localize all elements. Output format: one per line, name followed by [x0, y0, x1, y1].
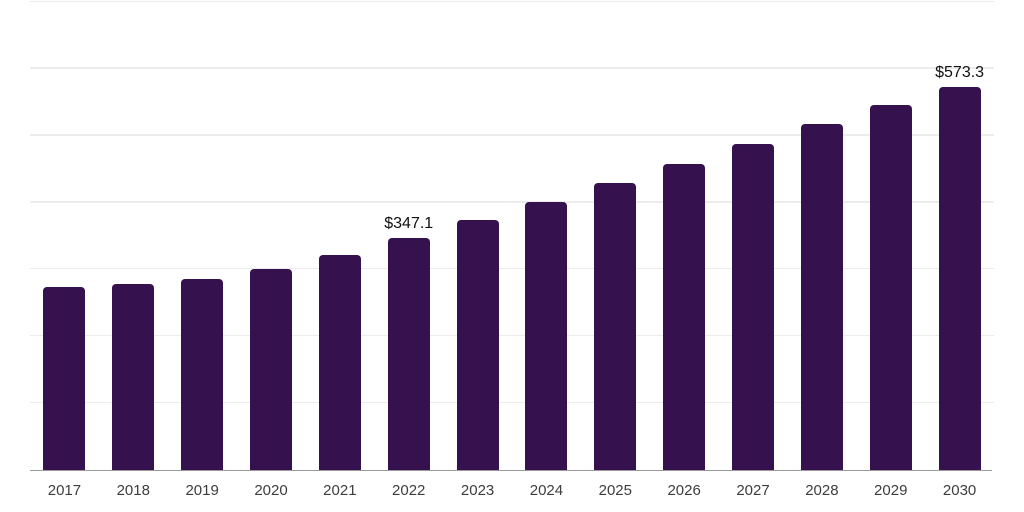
bar-2023	[456, 220, 499, 470]
bar-2025	[594, 182, 637, 470]
x-axis-tick-label: 2022	[392, 482, 426, 499]
gridline	[30, 0, 994, 2]
bar-2017	[43, 286, 86, 470]
bar-2022: $347.1	[384, 215, 433, 470]
bar-2029	[869, 104, 912, 470]
bar-2030: $573.3	[935, 64, 984, 470]
bar-2018	[112, 284, 155, 470]
bar-slot	[443, 2, 512, 470]
bar-slot	[305, 2, 374, 470]
bar-2019	[181, 278, 224, 470]
bar-2024	[525, 201, 568, 470]
bar-value-label: $573.3	[935, 63, 985, 81]
gridline	[30, 267, 994, 270]
bar-2020	[250, 268, 292, 470]
bar-slot	[30, 2, 99, 470]
bar-slot	[856, 2, 925, 470]
x-axis-labels: 2017 2018 2019 2020 2021 2022 2023 2024 2025 2026…	[30, 481, 994, 500]
x-axis-tick-label: 2029	[874, 482, 908, 499]
x-axis-tick-label: 2017	[47, 482, 82, 499]
bar-slot	[581, 2, 650, 470]
bar-2021	[318, 255, 361, 470]
x-axis-tick-label: 2020	[254, 482, 288, 499]
x-axis-tick-label: 2030	[942, 482, 977, 499]
x-axis-tick-label: 2018	[116, 482, 150, 499]
bar-slot: $573.3	[925, 2, 994, 470]
x-axis-tick-label: 2023	[460, 482, 495, 499]
bar-series: $347.1 $573.3	[30, 2, 994, 470]
bar-2028	[800, 124, 843, 470]
x-axis-tick-label: 2028	[805, 482, 839, 499]
gridline	[30, 401, 994, 404]
gridline	[30, 67, 994, 69]
bar-slot	[650, 2, 719, 470]
bar-slot: $347.1	[374, 2, 443, 470]
bar-2026	[663, 164, 706, 470]
bar-slot	[787, 2, 856, 470]
bar-slot	[719, 2, 788, 470]
x-axis-tick-label: 2027	[736, 482, 770, 499]
x-axis-line	[30, 469, 992, 471]
x-axis-tick-label: 2024	[529, 482, 564, 499]
bar-slot	[99, 2, 168, 470]
bar-2027	[732, 144, 775, 470]
plot-area: $347.1 $573.3	[30, 0, 994, 470]
gridline	[30, 334, 994, 337]
bar-value-label: $347.1	[384, 214, 434, 232]
x-axis-tick-label: 2025	[598, 482, 632, 499]
bar-slot	[512, 2, 581, 470]
x-axis-tick-label: 2019	[185, 482, 219, 499]
gridline	[30, 134, 994, 136]
bar-slot	[237, 2, 306, 470]
gridline	[30, 201, 994, 203]
bar-slot	[168, 2, 237, 470]
x-axis-tick-label: 2026	[667, 482, 701, 499]
x-axis-tick-label: 2021	[323, 482, 357, 499]
